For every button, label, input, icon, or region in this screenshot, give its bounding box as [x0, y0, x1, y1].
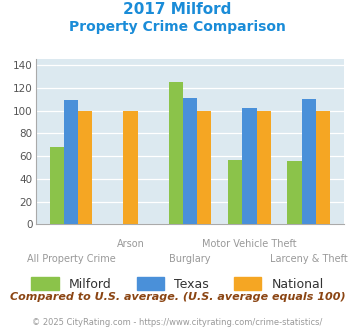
Text: Burglary: Burglary: [169, 254, 211, 264]
Bar: [78, 111, 92, 224]
Bar: [169, 82, 183, 224]
Text: Property Crime Comparison: Property Crime Comparison: [69, 20, 286, 34]
Text: © 2025 CityRating.com - https://www.cityrating.com/crime-statistics/: © 2025 CityRating.com - https://www.city…: [32, 318, 323, 327]
Text: Arson: Arson: [116, 239, 144, 249]
Bar: [123, 111, 138, 224]
Bar: [288, 161, 302, 224]
Bar: [64, 100, 78, 224]
Bar: [257, 111, 271, 224]
Text: Compared to U.S. average. (U.S. average equals 100): Compared to U.S. average. (U.S. average …: [10, 292, 345, 302]
Bar: [183, 98, 197, 224]
Bar: [316, 111, 330, 224]
Bar: [50, 147, 64, 224]
Text: Motor Vehicle Theft: Motor Vehicle Theft: [202, 239, 297, 249]
Text: 2017 Milford: 2017 Milford: [123, 2, 232, 16]
Text: All Property Crime: All Property Crime: [27, 254, 115, 264]
Text: Larceny & Theft: Larceny & Theft: [270, 254, 348, 264]
Bar: [228, 159, 242, 224]
Bar: [302, 99, 316, 224]
Bar: [242, 108, 257, 224]
Legend: Milford, Texas, National: Milford, Texas, National: [26, 272, 329, 296]
Bar: [197, 111, 211, 224]
